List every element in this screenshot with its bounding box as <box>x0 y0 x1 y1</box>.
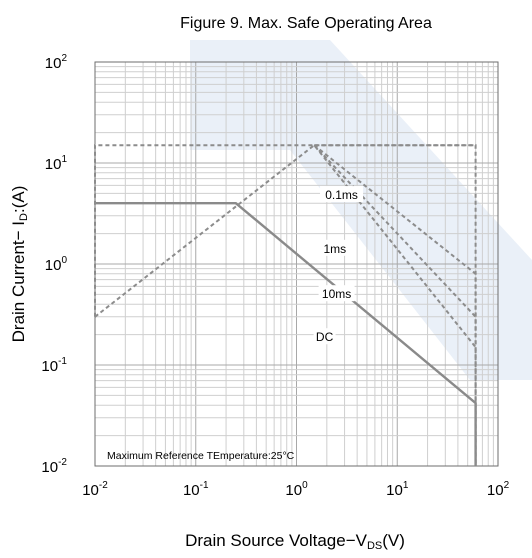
tick-labels: 10-2 10-1 100 101 102 10-2 10-1 100 101 102 <box>41 53 509 499</box>
chart-title: Figure 9. Max. Safe Operating Area <box>180 15 432 32</box>
curve-label-dc: DC <box>316 330 334 344</box>
x-tick-label: 102 <box>487 480 510 499</box>
y-tick-label: 102 <box>45 53 68 72</box>
y-axis-title: Drain Current− ID:(A) <box>9 186 30 343</box>
curve-label-bg <box>318 285 355 302</box>
curve-labels: 0.1ms 1ms 10ms DC <box>313 186 364 345</box>
x-tick-label: 100 <box>285 480 308 499</box>
grid-lines <box>94 62 498 467</box>
x-tick-label: 10-2 <box>82 480 108 499</box>
series-line-1ms <box>313 144 477 466</box>
series-line-10ms <box>313 144 477 466</box>
curve-label-10ms: 10ms <box>322 287 351 301</box>
y-tick-label: 10-2 <box>41 457 67 476</box>
x-axis-title: Drain Source Voltage−VDS(V) <box>185 531 405 552</box>
y-tick-label: 101 <box>45 154 68 173</box>
curve-label-1ms: 1ms <box>323 242 346 256</box>
curve-label-bg <box>320 239 350 256</box>
curve-label-01ms: 0.1ms <box>325 188 358 202</box>
watermark-graphic <box>190 40 532 380</box>
series-layer <box>94 143 477 466</box>
x-tick-label: 10-1 <box>183 480 209 499</box>
curve-label-bg <box>320 186 364 203</box>
series-line-01ms <box>314 144 477 335</box>
x-tick-label: 101 <box>386 480 409 499</box>
series-line-boundary <box>94 143 477 466</box>
y-tick-label: 100 <box>45 255 68 274</box>
y-tick-label: 10-1 <box>41 356 67 375</box>
curve-label-bg <box>313 328 336 345</box>
temperature-annotation: Maximum Reference TEmperature:25°C <box>107 450 295 462</box>
series-line-boundary <box>94 144 476 317</box>
